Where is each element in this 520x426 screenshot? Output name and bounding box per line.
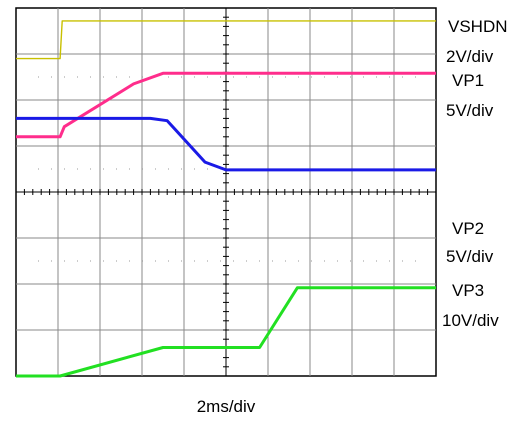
vp3-label: VP3	[452, 281, 485, 300]
vp1-label: VP1	[452, 71, 485, 90]
trace-vp3	[16, 286, 436, 378]
vp1-scale: 5V/div	[446, 101, 494, 120]
vshdn-scale: 2V/div	[446, 47, 494, 66]
vshdn-label: VSHDN	[448, 17, 508, 36]
vp2-label: VP2	[452, 219, 485, 238]
trace-vp2	[16, 116, 436, 172]
traces	[16, 20, 436, 378]
grid	[15, 7, 437, 377]
trace-vshdn	[16, 20, 436, 60]
vp3-scale: 10V/div	[442, 311, 499, 330]
x-axis-label: 2ms/div	[196, 397, 256, 416]
trace-vp1	[16, 71, 436, 139]
vp2-scale: 5V/div	[446, 247, 494, 266]
